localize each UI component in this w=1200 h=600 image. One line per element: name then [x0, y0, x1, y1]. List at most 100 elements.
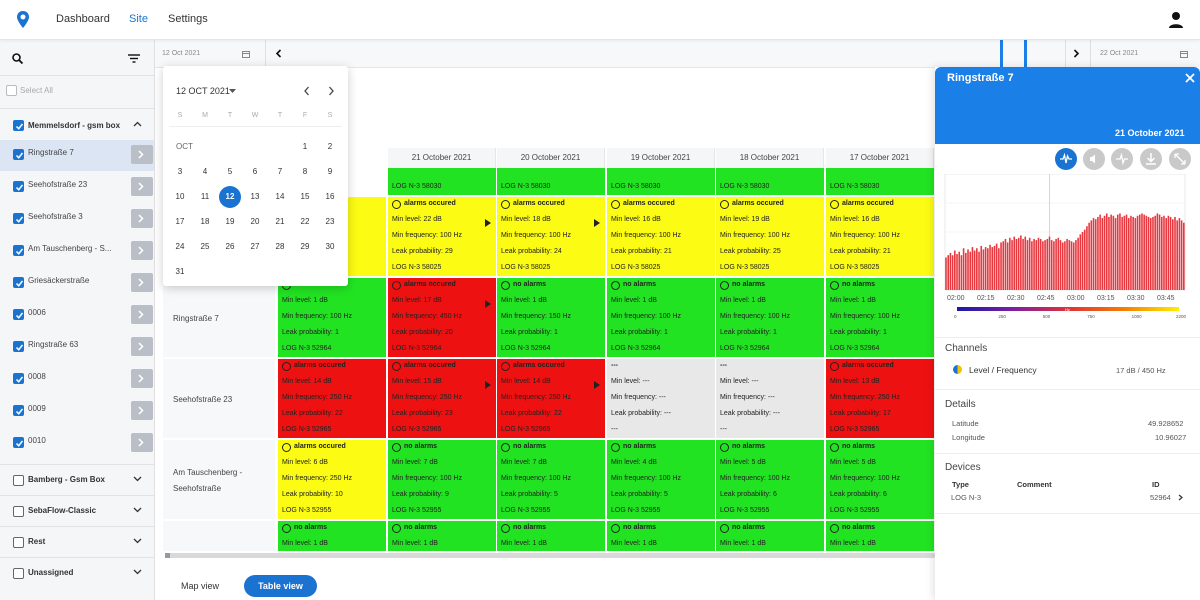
play-icon[interactable] [485, 381, 491, 389]
table-cell[interactable]: --- Min level: --- Min frequency: --- Leak … [607, 359, 715, 438]
expand-icon[interactable] [1169, 148, 1191, 170]
play-icon[interactable] [485, 300, 491, 308]
table-cell[interactable]: LOG N-3 58030 [716, 168, 824, 195]
calendar-day[interactable]: 29 [300, 242, 310, 251]
calendar-day[interactable]: 8 [302, 167, 308, 176]
calendar-day[interactable]: 2 [327, 142, 333, 151]
calendar-day[interactable]: 6 [252, 167, 258, 176]
table-cell[interactable]: no alarms Min level: 7 dB Min frequency: 1… [388, 440, 496, 519]
table-cell[interactable]: alarms occured Min level: 22 dB Min freque… [388, 197, 496, 276]
table-cell[interactable]: no alarms Min level: 7 dB Min frequency: 1… [497, 440, 605, 519]
close-icon[interactable] [1185, 73, 1195, 83]
scrollbar-arrow[interactable] [165, 553, 170, 558]
calendar-day[interactable]: 31 [175, 267, 185, 276]
table-cell[interactable]: alarms occured Min level: 18 dB Min freque… [497, 197, 605, 276]
select-all-checkbox[interactable] [6, 85, 17, 96]
next-month-icon[interactable] [328, 86, 335, 96]
site-item[interactable]: Seehofstraße 3 [0, 204, 154, 235]
chevron-down-icon[interactable] [133, 476, 142, 482]
filter-icon[interactable] [128, 54, 140, 63]
group-checkbox[interactable] [13, 475, 24, 486]
calendar-icon[interactable] [1180, 50, 1188, 58]
site-checkbox[interactable] [13, 277, 24, 288]
prev-month-icon[interactable] [303, 86, 310, 96]
play-icon[interactable] [485, 219, 491, 227]
site-item[interactable]: Ringstraße 63 [0, 332, 154, 363]
calendar-day[interactable]: 16 [325, 192, 335, 201]
calendar-day[interactable]: 3 [177, 167, 183, 176]
select-all-row[interactable]: Select All [0, 76, 154, 104]
channel-row[interactable]: Level / Frequency 17 dB / 450 Hz [945, 361, 1195, 381]
calendar-day[interactable]: 4 [202, 167, 208, 176]
open-site-button[interactable] [131, 177, 153, 196]
table-cell[interactable]: no alarms Min level: 4 dB Min frequency: 1… [607, 440, 715, 519]
site-item[interactable]: 0006 [0, 300, 154, 331]
map-view-button[interactable]: Map view [180, 581, 219, 591]
site-item[interactable]: 0009 [0, 396, 154, 427]
site-checkbox[interactable] [13, 405, 24, 416]
caret-down-icon[interactable] [229, 89, 236, 93]
calendar-day[interactable]: 15 [300, 192, 310, 201]
open-site-button[interactable] [131, 145, 153, 164]
calendar-day[interactable]: 24 [175, 242, 185, 251]
group-row[interactable]: SebaFlow-Classic [0, 495, 154, 525]
site-item[interactable]: Ringstraße 7 [0, 140, 154, 171]
open-site-button[interactable] [131, 369, 153, 388]
nav-dashboard[interactable]: Dashboard [56, 13, 110, 25]
calendar-day[interactable]: 1 [302, 142, 308, 151]
site-item[interactable]: 0010 [0, 428, 154, 459]
chevron-right-icon[interactable] [1178, 494, 1183, 501]
calendar-day[interactable]: 30 [325, 242, 335, 251]
date-to[interactable]: 22 Oct 2021 [1100, 50, 1139, 57]
table-cell[interactable]: no alarms Min level: 1 dB [826, 521, 934, 551]
table-view-button[interactable]: Table view [244, 575, 317, 597]
site-checkbox[interactable] [13, 213, 24, 224]
chevron-down-icon[interactable] [133, 507, 142, 513]
group-checkbox[interactable] [13, 506, 24, 517]
table-cell[interactable]: alarms occured Min level: 14 dB Min freque… [497, 359, 605, 438]
calendar-day[interactable]: 7 [277, 167, 283, 176]
search-icon[interactable] [12, 53, 23, 64]
open-site-button[interactable] [131, 337, 153, 356]
calendar-day[interactable]: 19 [225, 217, 235, 226]
calendar-day[interactable]: 27 [250, 242, 260, 251]
site-checkbox[interactable] [13, 245, 24, 256]
table-cell[interactable]: alarms occured Min level: 15 dB Min freque… [388, 359, 496, 438]
table-cell[interactable]: alarms occured Min level: 16 dB Min freque… [607, 197, 715, 276]
table-cell[interactable]: no alarms Min level: 1 dB [716, 521, 824, 551]
signal-icon[interactable] [1111, 148, 1133, 170]
chevron-right-icon[interactable] [1073, 49, 1080, 58]
download-icon[interactable] [1140, 148, 1162, 170]
calendar-day[interactable]: 9 [327, 167, 333, 176]
calendar-day[interactable]: 14 [275, 192, 285, 201]
calendar-day[interactable]: 22 [300, 217, 310, 226]
table-cell[interactable]: LOG N-3 58030 [497, 168, 605, 195]
calendar-day[interactable]: 11 [200, 192, 210, 201]
site-item[interactable]: 0008 [0, 364, 154, 395]
calendar-day[interactable]: 10 [175, 192, 185, 201]
group-checkbox[interactable] [13, 120, 24, 131]
calendar-day[interactable]: 20 [250, 217, 260, 226]
table-cell[interactable]: --- Min level: --- Min frequency: --- Leak … [716, 359, 824, 438]
open-site-button[interactable] [131, 305, 153, 324]
calendar-day[interactable]: 28 [275, 242, 285, 251]
group-row[interactable]: Bamberg - Gsm Box [0, 464, 154, 494]
calendar-selected-date[interactable]: 12 OCT 2021 [176, 86, 230, 96]
user-icon[interactable] [1168, 11, 1184, 29]
table-cell[interactable]: LOG N-3 58030 [388, 168, 496, 195]
table-cell[interactable]: no alarms Min level: 5 dB Min frequency: 1… [716, 440, 824, 519]
calendar-day[interactable]: 5 [227, 167, 233, 176]
table-cell[interactable]: no alarms Min level: 1 dB [497, 521, 605, 551]
calendar-day[interactable]: 21 [275, 217, 285, 226]
calendar-day[interactable]: 26 [225, 242, 235, 251]
open-site-button[interactable] [131, 433, 153, 452]
calendar-day[interactable]: 25 [200, 242, 210, 251]
table-cell[interactable]: alarms occured Min level: 14 dB Min freque… [278, 359, 386, 438]
site-checkbox[interactable] [13, 341, 24, 352]
group-row[interactable]: Rest [0, 526, 154, 556]
